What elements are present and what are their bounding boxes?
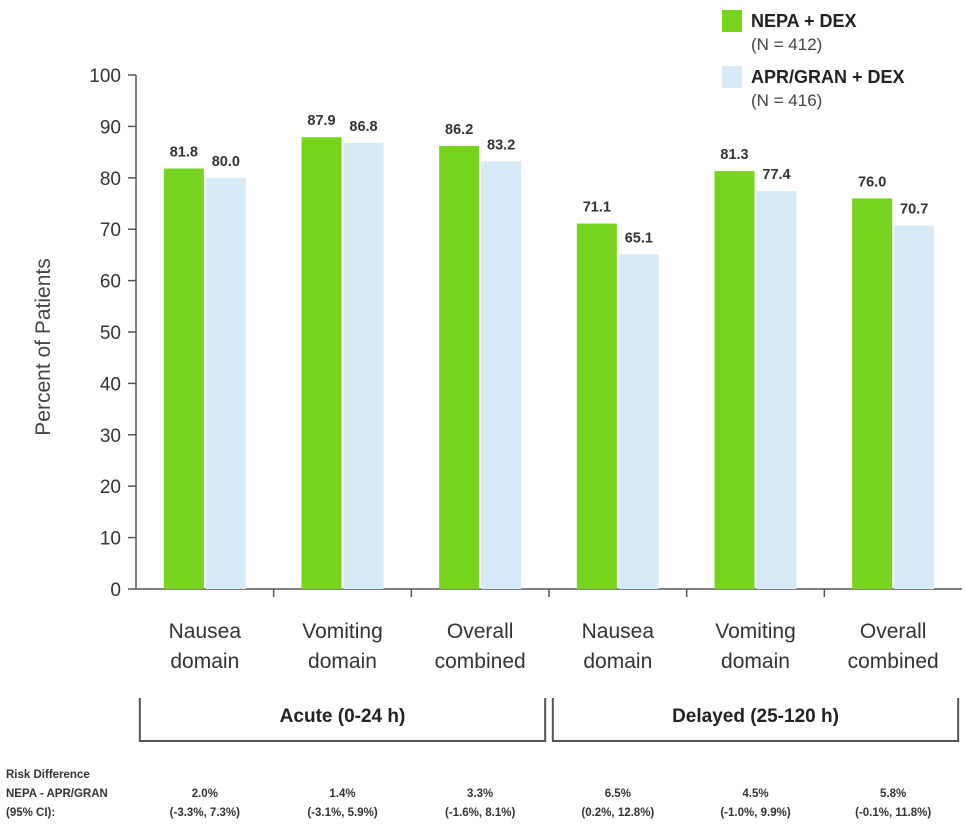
data-label: 77.4 <box>762 167 790 183</box>
x-tick-label: domain <box>308 650 377 673</box>
y-tick-label: 100 <box>89 66 121 87</box>
data-label: 86.2 <box>445 122 473 138</box>
y-tick-label: 30 <box>100 426 121 447</box>
risk-difference-value: 3.3% <box>467 788 493 800</box>
risk-difference-ci: (-3.3%, 7.3%) <box>170 807 240 819</box>
bar-aprgran <box>343 142 384 589</box>
y-tick-label: 60 <box>100 272 121 293</box>
x-tick-label: Overall <box>447 620 514 643</box>
data-label: 80.0 <box>212 154 240 170</box>
legend-sublabel: (N = 412) <box>751 35 822 54</box>
bar-aprgran <box>618 254 659 590</box>
risk-difference-value: 1.4% <box>329 788 355 800</box>
risk-difference-ci: (0.2%, 12.8%) <box>581 807 654 819</box>
x-tick-label: Vomiting <box>302 620 383 643</box>
x-tick-label: domain <box>721 650 790 673</box>
x-tick-label: domain <box>583 650 652 673</box>
legend-label: NEPA + DEX <box>751 11 857 31</box>
risk-difference-ci: (-0.1%, 11.8%) <box>855 807 931 819</box>
bar-nepa <box>852 198 893 590</box>
y-tick-label: 50 <box>100 323 121 344</box>
bar-aprgran <box>481 161 522 590</box>
y-tick-label: 70 <box>100 220 121 241</box>
risk-difference-ci: (-1.0%, 9.9%) <box>720 807 790 819</box>
group-bracket <box>551 698 960 742</box>
y-tick-label: 10 <box>100 529 121 550</box>
bar-aprgran <box>205 177 246 590</box>
bar-nepa <box>714 171 755 590</box>
y-tick-label: 40 <box>100 374 121 395</box>
legend-label: APR/GRAN + DEX <box>751 67 905 87</box>
group-label: Delayed (25-120 h) <box>672 706 839 727</box>
x-tick-label: Nausea <box>169 620 242 643</box>
y-tick-label: 0 <box>110 580 121 601</box>
data-label: 65.1 <box>625 230 653 246</box>
bar-nepa <box>439 145 480 589</box>
legend-swatch <box>722 66 742 88</box>
x-tick-label: Nausea <box>582 620 655 643</box>
bar-nepa <box>301 137 342 589</box>
data-label: 83.2 <box>487 137 515 153</box>
bar-nepa <box>163 168 204 589</box>
risk-difference-header: Risk Difference <box>6 769 90 781</box>
x-tick-label: Overall <box>860 620 927 643</box>
legend-swatch <box>722 10 742 32</box>
data-label: 71.1 <box>583 200 611 216</box>
risk-difference-ci: (-1.6%, 8.1%) <box>445 807 515 819</box>
y-tick-label: 20 <box>100 477 121 498</box>
x-tick-label: combined <box>848 650 939 673</box>
risk-difference-value: 6.5% <box>605 788 631 800</box>
data-label: 81.8 <box>170 145 198 161</box>
y-tick-label: 90 <box>100 117 121 138</box>
legend-sublabel: (N = 416) <box>751 91 822 110</box>
group-label: Acute (0-24 h) <box>280 706 406 727</box>
risk-difference-header: (95% CI): <box>6 807 55 819</box>
data-label: 87.9 <box>307 113 335 129</box>
y-tick-label: 80 <box>100 169 121 190</box>
bar-aprgran <box>894 225 935 590</box>
bar-nepa <box>576 223 617 589</box>
x-tick-label: domain <box>170 650 239 673</box>
bar-aprgran <box>756 191 797 589</box>
data-label: 70.7 <box>900 202 928 218</box>
y-axis-label: Percent of Patients <box>32 258 55 435</box>
risk-difference-value: 2.0% <box>192 788 218 800</box>
risk-difference-ci: (-3.1%, 5.9%) <box>307 807 377 819</box>
data-label: 86.8 <box>349 119 377 135</box>
x-tick-label: combined <box>435 650 526 673</box>
x-tick-label: Vomiting <box>715 620 796 643</box>
data-label: 76.0 <box>858 174 886 190</box>
risk-difference-value: 5.8% <box>880 788 906 800</box>
risk-difference-value: 4.5% <box>742 788 768 800</box>
data-label: 81.3 <box>720 147 748 163</box>
risk-difference-header: NEPA - APR/GRAN <box>6 788 108 800</box>
group-bracket <box>138 698 547 742</box>
